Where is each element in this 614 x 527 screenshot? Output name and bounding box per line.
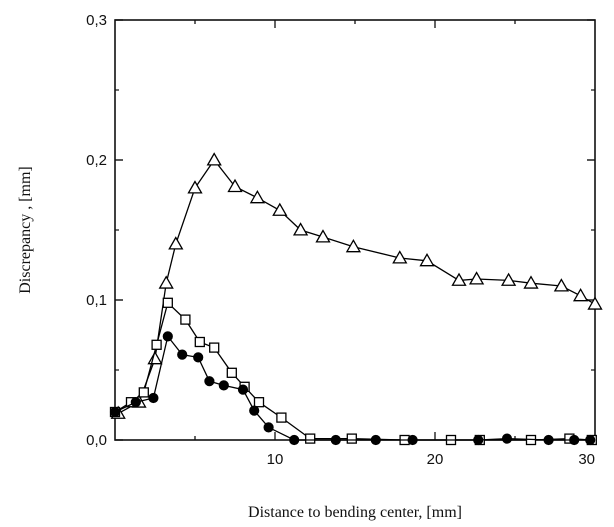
circle-marker (370, 434, 381, 446)
circle-marker (263, 422, 274, 433)
y-tick-label-1: 0,1 (86, 292, 107, 309)
x-axis-label: Distance to bending center, [mm] (248, 504, 462, 521)
circle-marker (237, 384, 249, 395)
triangle-marker (147, 350, 163, 365)
x-tick-label-1: 20 (427, 451, 444, 468)
circle-marker (501, 433, 513, 444)
triangle-marker (419, 252, 435, 267)
series-triangle-open (110, 152, 603, 419)
square-marker (194, 336, 205, 348)
circle-marker (148, 392, 159, 404)
triangle-marker (523, 275, 539, 289)
plot-frame (114, 19, 596, 441)
circle-marker (585, 434, 596, 446)
y-tick-label-0: 0,0 (86, 432, 107, 449)
triangle-marker (249, 189, 266, 204)
square-marker (305, 433, 316, 444)
square-marker (151, 339, 162, 350)
x-tick-label-0: 10 (267, 451, 284, 468)
x-tick-label-2: 30 (578, 451, 595, 468)
circle-marker (130, 397, 141, 408)
triangle-marker (227, 178, 243, 193)
circle-marker (330, 434, 341, 446)
circle-marker (543, 434, 554, 446)
triangle-marker (168, 236, 184, 250)
series-circle-filled (109, 331, 596, 446)
square-marker (138, 387, 149, 398)
circle-marker (407, 434, 418, 446)
circle-marker (162, 331, 173, 342)
axes (114, 19, 596, 441)
square-marker (162, 297, 173, 308)
triangle-marker (158, 275, 174, 289)
series-line-triangle-open (117, 158, 596, 414)
circle-marker (177, 349, 188, 360)
series-group (109, 152, 603, 446)
circle-marker (109, 406, 121, 418)
triangle-marker (292, 222, 309, 236)
circle-marker (249, 405, 260, 416)
circle-marker (204, 376, 215, 387)
series-square-open (109, 297, 597, 446)
triangle-marker (587, 296, 603, 310)
triangle-marker (468, 271, 485, 285)
y-tick-label-3: 0,3 (86, 12, 107, 29)
triangle-marker (345, 238, 362, 253)
circle-marker (473, 434, 484, 446)
triangle-marker (315, 229, 331, 243)
circle-marker (218, 380, 229, 391)
square-marker (253, 397, 265, 408)
circle-marker (193, 352, 204, 363)
triangle-marker (392, 250, 408, 264)
circle-marker (289, 434, 300, 446)
y-tick-label-2: 0,2 (86, 152, 107, 169)
triangle-marker (553, 278, 570, 292)
triangle-marker (572, 287, 589, 302)
triangle-marker (451, 272, 467, 286)
square-marker (180, 314, 191, 325)
triangle-marker (272, 202, 288, 216)
y-axis-label: Discrepancy , [mm] (17, 166, 34, 294)
ticks: 0,0 0,1 0,2 0,3 10 20 30 (86, 12, 595, 468)
triangle-marker (500, 272, 517, 286)
square-marker (226, 367, 237, 378)
triangle-marker (187, 180, 203, 194)
square-marker (209, 342, 220, 353)
square-marker (346, 433, 357, 444)
square-marker (276, 412, 287, 423)
circle-marker (569, 434, 580, 446)
triangle-marker (206, 152, 222, 166)
